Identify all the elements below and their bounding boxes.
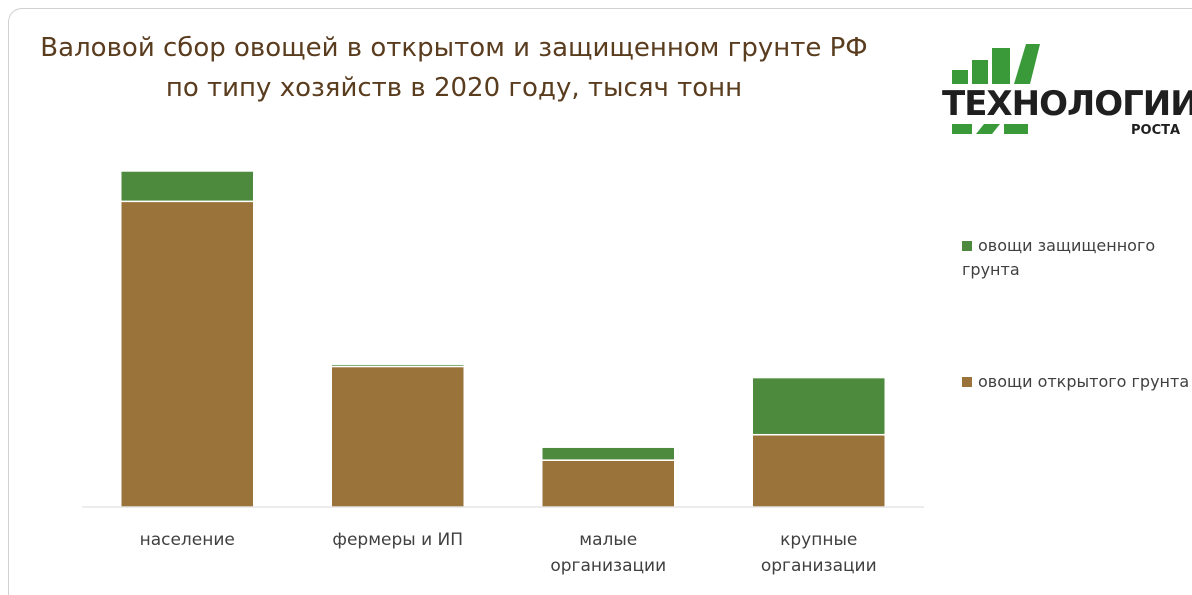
x-tick-label: фермеры и ИП — [332, 530, 464, 550]
bar-segment — [541, 459, 676, 508]
bar-segment — [120, 200, 255, 508]
card — [8, 8, 1192, 595]
logo-text: РОСТА — [1131, 123, 1181, 138]
legend-label: овощи открытого грунта — [978, 372, 1190, 391]
bar-segment — [541, 446, 676, 461]
x-tick-label: крупные организации — [760, 530, 877, 576]
x-tick-label: малые организации — [550, 530, 667, 576]
legend-swatch — [962, 377, 972, 387]
bar-segment — [751, 376, 886, 436]
bar-segment — [330, 365, 465, 508]
legend-entry: овощи защищенного грунта — [962, 234, 1192, 282]
bar-segment — [751, 433, 886, 508]
chart-title: Валовой сбор овощей в открытом и защищен… — [40, 33, 868, 103]
x-tick-label: население — [139, 530, 235, 550]
bar-segment — [330, 363, 465, 368]
bar-segment — [120, 170, 255, 203]
legend-entry: овощи открытого грунта — [962, 370, 1192, 394]
logo-text: ТЕХНОЛОГИИ — [942, 84, 1192, 124]
legend-label: овощи защищенного грунта — [962, 236, 1156, 279]
legend-swatch — [962, 241, 972, 251]
